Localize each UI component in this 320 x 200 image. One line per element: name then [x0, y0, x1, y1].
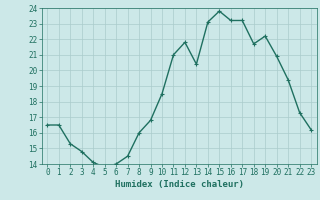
X-axis label: Humidex (Indice chaleur): Humidex (Indice chaleur): [115, 180, 244, 189]
